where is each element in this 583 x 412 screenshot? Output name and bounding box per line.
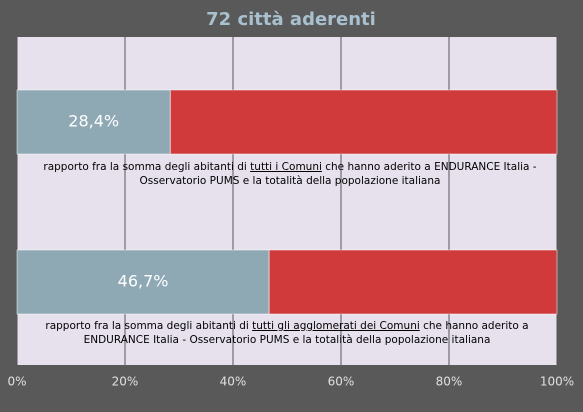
value-label: 46,7% bbox=[118, 272, 169, 291]
category-label: rapporto fra la somma degli abitanti di … bbox=[40, 160, 540, 188]
value-label: 28,4% bbox=[68, 112, 119, 131]
x-tick-label: 60% bbox=[328, 375, 355, 389]
category-label-part: che hanno aderito a ENDURANCE Italia - O… bbox=[139, 161, 537, 187]
x-tick-label: 40% bbox=[220, 375, 247, 389]
category-label: rapporto fra la somma degli abitanti di … bbox=[17, 319, 557, 347]
x-tick-label: 80% bbox=[436, 375, 463, 389]
x-tick-label: 100% bbox=[540, 375, 574, 389]
chart-title: 72 città aderenti bbox=[206, 9, 376, 30]
bar-segment bbox=[268, 249, 558, 315]
category-label-part: che hanno aderito a ENDURANCE Italia - O… bbox=[83, 320, 529, 346]
category-label-part: tutti gli agglomerati dei Comuni bbox=[252, 320, 420, 332]
category-label-part: rapporto fra la somma degli abitanti di bbox=[43, 161, 251, 173]
bar-segment bbox=[16, 89, 171, 155]
category-label-part: tutti i Comuni bbox=[250, 161, 322, 173]
bar-segment bbox=[169, 89, 558, 155]
x-tick-label: 20% bbox=[112, 375, 139, 389]
plot-area bbox=[17, 37, 557, 365]
category-label-part: rapporto fra la somma degli abitanti di bbox=[45, 320, 253, 332]
x-tick-label: 0% bbox=[7, 375, 26, 389]
